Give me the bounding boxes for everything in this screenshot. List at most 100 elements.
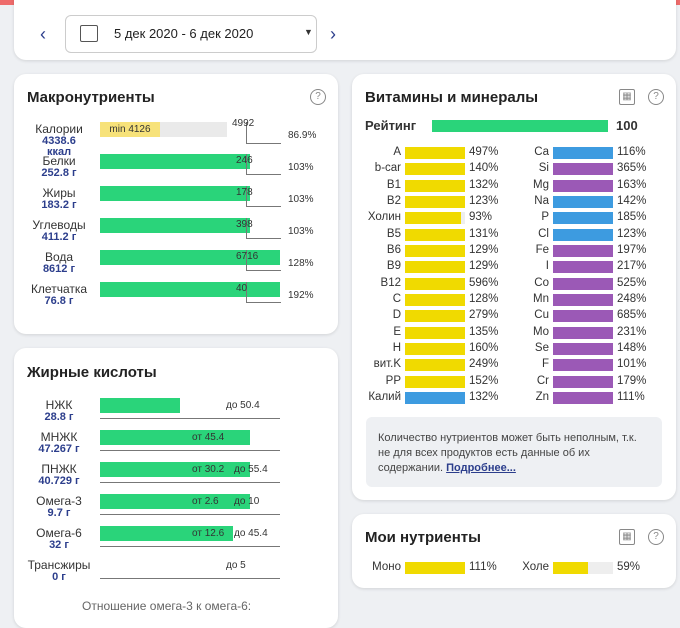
target-label: 40	[236, 283, 248, 294]
target-line	[246, 122, 281, 144]
percent-label: 525%	[617, 276, 647, 289]
percent-label: 163%	[617, 178, 647, 191]
nutrient-amount: 8612 г	[42, 263, 76, 275]
bar-track	[405, 562, 465, 574]
bar	[405, 562, 465, 574]
bar	[553, 163, 613, 176]
bar	[553, 212, 613, 225]
percent-label: 596%	[469, 276, 499, 289]
fatty-name: НЖК	[45, 398, 73, 412]
percent-label: 103%	[288, 194, 314, 205]
fatty-amount: 9.7 г	[47, 507, 71, 519]
rating-value: 100	[616, 118, 638, 133]
rating-label: Рейтинг	[365, 118, 417, 133]
nutrient-name: Клетчатка	[30, 282, 88, 296]
nutrient-name: H	[392, 341, 401, 354]
percent-label: 249%	[469, 358, 499, 371]
percent-label: 132%	[469, 178, 499, 191]
bar	[553, 562, 589, 574]
bar	[553, 228, 613, 241]
vitamins-card: Витамины и минералы ▦ ? Рейтинг 100 Коли…	[352, 74, 676, 500]
axis-line	[100, 482, 280, 483]
percent-label: 93%	[469, 211, 493, 224]
bar	[553, 147, 613, 159]
nutrient-name: B12	[380, 276, 401, 289]
range-from: от 2.6	[192, 496, 219, 507]
percent-label: 365%	[617, 162, 647, 175]
table-icon[interactable]: ▦	[619, 89, 635, 105]
bar	[405, 212, 461, 225]
nutrient-name: Холе	[522, 561, 549, 573]
nutrient-name: I	[545, 260, 549, 273]
target-line	[246, 154, 281, 175]
bar-track	[100, 282, 280, 297]
target-line	[246, 218, 281, 239]
table-icon[interactable]: ▦	[619, 529, 635, 545]
percent-label: 103%	[288, 162, 314, 173]
prev-button[interactable]: ‹	[40, 24, 46, 44]
bar-track	[553, 342, 613, 355]
nutrient-name: Cl	[538, 227, 549, 240]
bar-track	[553, 391, 613, 404]
bar-track	[553, 244, 613, 257]
percent-label: 103%	[288, 226, 314, 237]
bar	[100, 462, 250, 477]
axis-line	[100, 578, 280, 579]
percent-label: 116%	[617, 146, 646, 158]
dropdown-arrow: ▼	[304, 27, 313, 37]
bar	[100, 154, 251, 169]
bar	[553, 391, 613, 404]
range-to: до 5	[226, 560, 246, 571]
target-line	[246, 282, 281, 303]
nutrient-name: Холин	[367, 211, 401, 224]
axis-line	[100, 546, 280, 547]
bar-track	[553, 277, 613, 290]
nutrient-name: вит.K	[373, 358, 401, 371]
bar	[405, 310, 465, 323]
help-icon[interactable]: ?	[648, 89, 664, 105]
help-icon[interactable]: ?	[648, 529, 664, 545]
bar	[405, 293, 465, 306]
nutrient-name: Моно	[372, 561, 401, 573]
nutrient-name: Mn	[533, 292, 549, 305]
help-icon[interactable]: ?	[310, 89, 326, 105]
fatty-card: Жирные кислоты Отношение омега-3 к омега…	[14, 348, 338, 628]
next-button[interactable]: ›	[330, 24, 336, 44]
nutrient-name: Mg	[533, 178, 549, 191]
bar-track	[100, 218, 280, 233]
fatty-name: Омега-3	[36, 494, 82, 508]
card-title: Витамины и минералы	[365, 89, 539, 106]
nutrient-name: Se	[534, 341, 549, 354]
note-link[interactable]: Подробнее...	[446, 462, 516, 474]
fatty-name: ПНЖК	[41, 462, 77, 476]
bar	[100, 398, 180, 413]
bar	[100, 282, 280, 297]
percent-label: 160%	[469, 341, 499, 354]
nutrient-name: Углеводы	[32, 218, 86, 232]
bar	[553, 261, 613, 274]
date-picker[interactable]: 5 дек 2020 - 6 дек 2020 ▼	[65, 15, 317, 53]
percent-label: 59%	[617, 561, 641, 573]
bar-track	[405, 261, 465, 274]
nutrient-amount: 4338.6	[42, 135, 76, 147]
axis-line	[100, 514, 280, 515]
bar	[405, 342, 465, 355]
bar-track	[100, 154, 280, 169]
bar	[553, 179, 613, 192]
calendar-icon	[80, 25, 98, 42]
bar-track	[553, 195, 613, 208]
bar	[100, 494, 250, 509]
axis-line	[100, 418, 280, 419]
percent-label: 185%	[617, 211, 647, 224]
nutrient-name: Zn	[535, 390, 549, 403]
nutrient-name: Cr	[536, 374, 549, 387]
target-label: 6716	[236, 251, 259, 262]
percent-label: 148%	[617, 341, 647, 354]
note-text: Количество нутриентов может быть неполны…	[378, 432, 637, 474]
percent-label: 231%	[617, 325, 647, 338]
bar-track	[405, 359, 465, 372]
bar	[405, 244, 465, 257]
percent-label: 129%	[469, 243, 499, 256]
percent-label: 685%	[617, 309, 647, 322]
